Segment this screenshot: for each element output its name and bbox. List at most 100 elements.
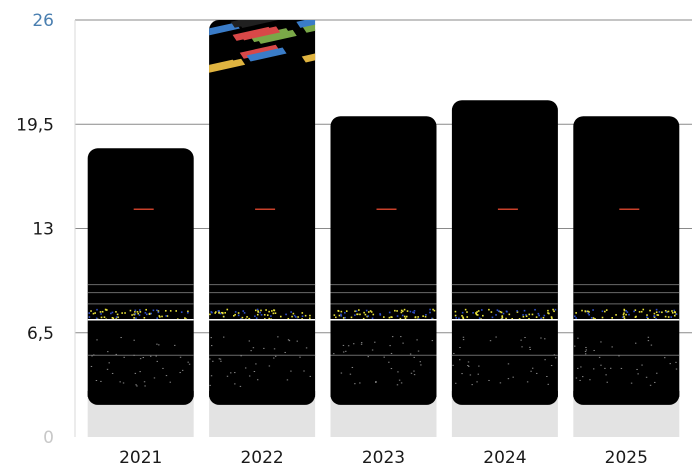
texture-speck [268,310,270,313]
pattern-stripe [256,29,297,44]
texture-speck [417,350,420,352]
texture-speck [522,314,524,316]
texture-speck [518,318,521,320]
texture-speck [305,347,308,349]
texture-speck [156,309,158,312]
texture-speck [536,372,538,374]
texture-speck [254,315,256,317]
texture-speck [309,375,311,377]
texture-speck [540,317,542,320]
texture-speck [500,311,503,314]
texture-speck [396,310,398,312]
texture-speck [675,368,678,370]
texture-speck [455,317,458,319]
texture-speck [416,339,418,341]
texture-speck [255,317,258,319]
texture-speck [611,316,613,319]
texture-speck [656,372,658,374]
texture-speck [156,360,158,362]
texture-speck [604,367,606,369]
texture-speck [347,345,350,347]
texture-speck [112,317,115,320]
texture-speck [250,350,252,352]
texture-speck [223,336,225,338]
texture-speck [133,339,135,341]
texture-speck [290,370,292,372]
texture-speck [143,381,146,383]
x-tick-label: 2025 [605,448,648,468]
texture-speck [623,312,625,314]
texture-speck [233,314,235,317]
texture-speck [353,343,355,345]
texture-speck [234,372,236,374]
y-axis-tick-labels: 0 6,5 13 19,5 26 [16,11,54,448]
texture-speck [669,363,671,365]
texture-speck [634,309,637,311]
texture-speck [241,316,244,319]
texture-speck [655,318,657,320]
texture-speck [366,315,369,318]
texture-speck [400,382,403,384]
texture-speck [367,356,369,358]
texture-speck [529,346,531,348]
texture-speck [210,337,212,339]
texture-speck [403,308,406,311]
texture-speck [260,309,262,312]
y-tick-label: 19,5 [16,115,54,135]
texture-speck [342,344,345,346]
texture-speck [540,337,542,339]
texture-speck [156,343,158,345]
texture-speck [340,313,342,316]
bar-2022 [209,20,316,437]
texture-speck [209,358,211,360]
texture-speck [274,355,277,357]
texture-speck [593,349,595,351]
texture-speck [574,315,576,318]
texture-speck [550,316,553,318]
texture-speck [272,312,275,315]
texture-speck [553,354,556,356]
texture-speck [623,308,626,311]
texture-speck [134,309,137,312]
texture-speck [589,379,591,381]
texture-speck [350,316,353,319]
texture-speck [477,373,479,375]
texture-speck [115,311,117,313]
texture-speck [581,309,583,312]
texture-speck [413,374,416,376]
texture-speck [131,314,133,316]
texture-speck [664,357,666,359]
texture-speck [121,312,123,314]
texture-speck [523,309,526,312]
texture-speck [91,355,93,357]
texture-speck [133,317,135,319]
texture-speck [390,316,392,318]
x-tick-label: 2021 [119,448,162,468]
texture-speck [92,312,95,315]
texture-speck [582,376,584,378]
texture-speck [623,317,626,320]
texture-speck [287,339,290,341]
texture-speck [257,311,260,313]
texture-speck [359,382,361,384]
texture-speck [134,313,137,315]
texture-speck [144,311,147,314]
texture-speck [618,355,620,357]
texture-speck [345,310,348,312]
texture-speck [547,312,549,314]
pattern-stripe [246,47,287,62]
texture-speck [511,318,513,320]
texture-speck [215,311,217,313]
texture-speck [210,375,213,377]
texture-speck [674,311,676,313]
texture-speck [496,309,499,311]
texture-speck [340,310,343,313]
texture-speck [623,315,625,318]
texture-speck [453,352,455,354]
texture-speck [580,366,582,368]
texture-speck [383,316,385,318]
texture-speck [372,313,375,316]
bar-2023 [330,116,437,437]
texture-speck [103,316,106,319]
texture-speck [138,314,141,316]
